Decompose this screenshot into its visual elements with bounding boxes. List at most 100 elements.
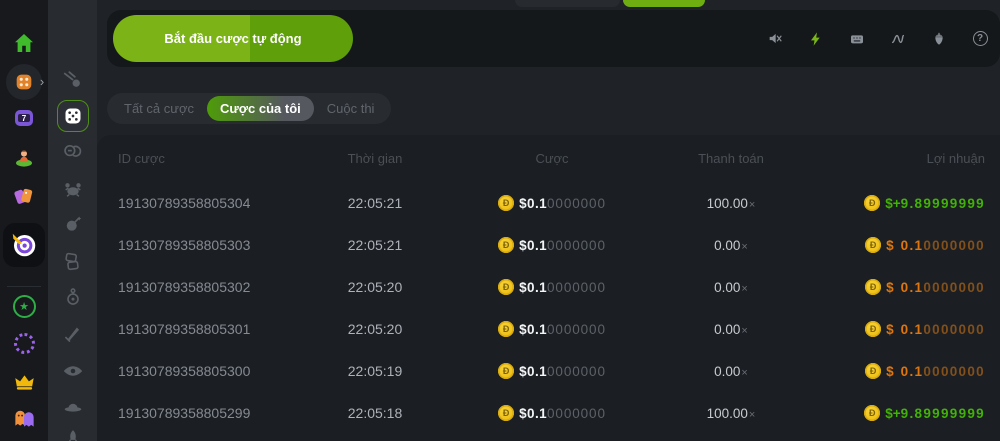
dogecoin-icon: Đ	[498, 363, 515, 379]
table-row[interactable]: 19130789358805303 22:05:21 Đ $0.10000000…	[118, 224, 985, 266]
header-bet-id: ID cược	[118, 151, 165, 166]
dogecoin-icon: Đ	[498, 321, 515, 337]
game-item-coins[interactable]	[48, 141, 97, 167]
bet-time: 22:05:21	[347, 237, 403, 253]
bet-payout: 100.00×	[706, 195, 756, 211]
slots-icon: 7	[12, 106, 36, 135]
sidebar-divider	[7, 286, 41, 287]
sidebar-item-home[interactable]	[0, 31, 48, 60]
bet-profit: Đ $+9.89999999	[790, 195, 985, 211]
tab-my-bets[interactable]: Cược của tôi	[206, 96, 314, 121]
bet-time: 22:05:20	[347, 279, 403, 295]
dogecoin-icon: Đ	[864, 195, 881, 211]
ghosts-icon	[12, 406, 37, 433]
bet-amount: Đ $0.10000000	[432, 321, 672, 337]
bet-profit: Đ $0.10000000	[790, 321, 985, 337]
table-header: ID cược Thời gian Cược Thanh toán Lợi nh…	[118, 135, 985, 182]
sound-off-icon[interactable]	[767, 31, 783, 47]
game-item-boxes[interactable]	[48, 251, 97, 277]
start-autobet-button[interactable]: Bắt đầu cược tự động	[113, 15, 353, 62]
tab-contest[interactable]: Cuộc thi	[326, 101, 375, 116]
main-content: Bắt đầu cược tự động ?	[97, 0, 1000, 441]
sidebar-item-darts[interactable]	[0, 223, 48, 267]
header-payout: Thanh toán	[698, 151, 764, 166]
dice-icon	[6, 64, 42, 100]
bet-id: 19130789358805301	[118, 321, 251, 337]
bet-time: 22:05:21	[347, 195, 403, 211]
game-item-bomb[interactable]	[48, 214, 97, 239]
game-item-rocket[interactable]	[48, 428, 97, 441]
sidebar-item-favorites[interactable]: ★	[0, 295, 48, 318]
table-row[interactable]: 19130789358805300 22:05:19 Đ $0.10000000…	[118, 350, 985, 392]
seed-icon[interactable]	[931, 31, 947, 47]
game-item-eye[interactable]	[48, 360, 97, 387]
bet-time: 22:05:20	[347, 321, 403, 337]
bet-payout: 0.00×	[714, 237, 748, 253]
bet-amount: Đ $0.10000000	[432, 195, 672, 211]
bet-amount: Đ $0.10000000	[432, 405, 672, 421]
star-icon: ★	[12, 295, 36, 318]
header-profit: Lợi nhuận	[926, 151, 985, 166]
expand-chevron-icon[interactable]: ›	[39, 74, 45, 89]
sidebar-item-slots[interactable]: 7	[0, 106, 48, 135]
sidebar-item-vip[interactable]	[0, 371, 48, 399]
sidebar-item-social[interactable]	[0, 406, 48, 433]
game-item-pendant[interactable]	[48, 287, 97, 312]
boxes-icon	[62, 251, 83, 277]
game-item-hat[interactable]	[48, 396, 97, 423]
live-dealer-icon	[12, 145, 36, 174]
table-row[interactable]: 19130789358805304 22:05:21 Đ $0.10000000…	[118, 182, 985, 224]
bet-profit: Đ $0.10000000	[790, 279, 985, 295]
dogecoin-icon: Đ	[498, 195, 515, 211]
table-body: 19130789358805304 22:05:21 Đ $0.10000000…	[118, 182, 985, 434]
tab-all-bets[interactable]: Tất cả cược	[124, 101, 194, 116]
game-item-crab[interactable]	[48, 178, 97, 205]
dogecoin-icon: Đ	[498, 237, 515, 253]
bet-payout: 0.00×	[714, 321, 748, 337]
bet-payout: 100.00×	[706, 405, 756, 421]
dogecoin-icon: Đ	[864, 405, 881, 421]
sidebar-item-live-casino[interactable]	[0, 145, 48, 174]
lightning-icon[interactable]	[808, 31, 824, 47]
cutoff-input-panel	[515, 0, 620, 7]
game-item-limbo[interactable]	[48, 69, 97, 96]
coins-icon	[62, 141, 83, 167]
main-sidebar: › 7 ★	[0, 0, 48, 441]
games-sidebar	[48, 0, 97, 441]
table-row[interactable]: 19130789358805301 22:05:20 Đ $0.10000000…	[118, 308, 985, 350]
bomb-icon	[63, 214, 83, 239]
rocket-icon	[63, 428, 83, 441]
dice-selected-icon	[56, 100, 89, 132]
dogecoin-icon: Đ	[865, 363, 882, 379]
game-item-sword[interactable]	[48, 324, 97, 350]
dots-circle-icon	[13, 333, 35, 354]
help-icon[interactable]: ?	[972, 31, 988, 47]
cutoff-bet-button[interactable]	[623, 0, 705, 7]
home-icon	[12, 31, 36, 60]
bets-tabs: Tất cả cược Cược của tôi Cuộc thi	[107, 93, 392, 124]
bet-amount: Đ $0.10000000	[432, 363, 672, 379]
sword-icon	[62, 324, 83, 350]
comet-icon	[62, 69, 84, 96]
bet-amount: Đ $0.10000000	[432, 237, 672, 253]
dogecoin-icon: Đ	[498, 279, 515, 295]
autobet-bar: Bắt đầu cược tự động ?	[107, 10, 1000, 67]
eye-icon	[62, 360, 84, 387]
darts-target-icon	[3, 223, 45, 267]
crab-icon	[62, 178, 84, 205]
table-row[interactable]: 19130789358805299 22:05:18 Đ $0.10000000…	[118, 392, 985, 434]
bets-table: ID cược Thời gian Cược Thanh toán Lợi nh…	[97, 135, 1000, 441]
bet-profit: Đ $0.10000000	[790, 363, 985, 379]
sidebar-item-dice-games[interactable]	[0, 64, 48, 100]
bet-id: 19130789358805304	[118, 195, 251, 211]
dogecoin-icon: Đ	[865, 321, 882, 337]
header-time: Thời gian	[347, 151, 403, 166]
sidebar-item-promotions[interactable]	[0, 184, 48, 214]
keyboard-icon[interactable]	[849, 31, 865, 47]
tags-icon	[12, 184, 37, 214]
game-item-dice-selected[interactable]	[48, 100, 97, 132]
sidebar-item-multiplayer[interactable]	[0, 333, 48, 354]
trend-icon[interactable]	[890, 31, 906, 47]
table-row[interactable]: 19130789358805302 22:05:20 Đ $0.10000000…	[118, 266, 985, 308]
